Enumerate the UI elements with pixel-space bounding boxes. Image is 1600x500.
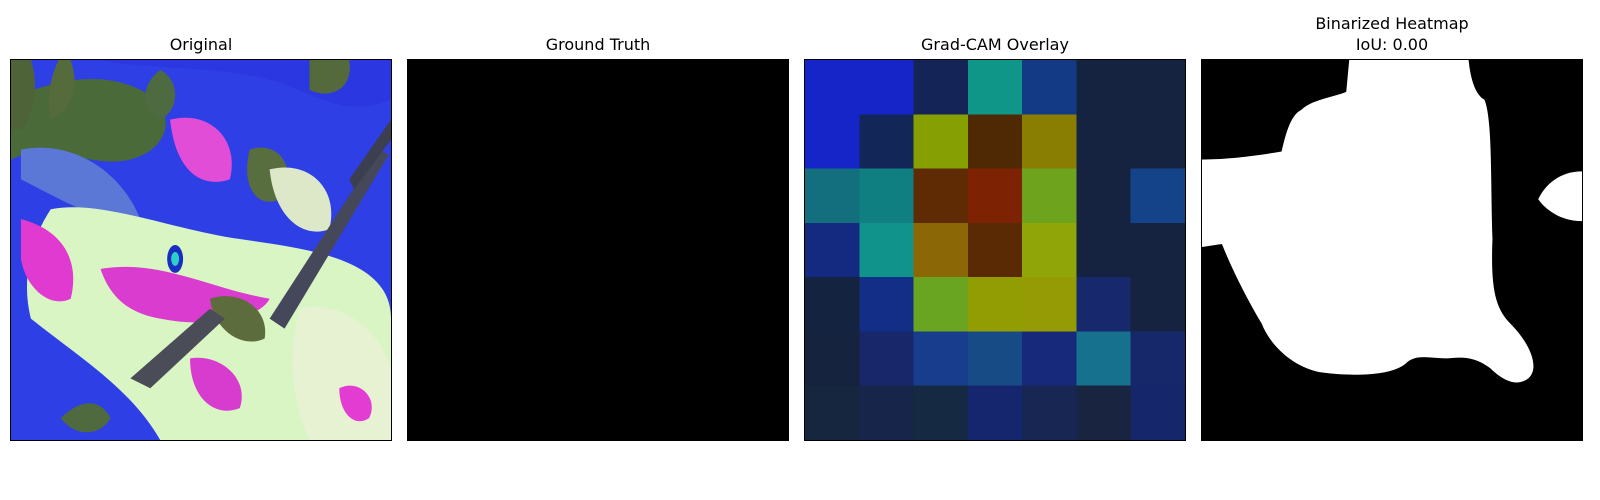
gradcam-cell	[1022, 222, 1077, 278]
gradcam-cell	[1130, 60, 1185, 115]
gradcam-cell	[913, 60, 969, 115]
gradcam-cell	[859, 277, 915, 332]
gradcam-cell	[805, 222, 860, 278]
panel-title: Original	[169, 35, 233, 54]
gradcam-cell	[1022, 385, 1077, 440]
panel-title: Grad-CAM Overlay	[921, 35, 1069, 54]
gradcam-cell	[967, 60, 1023, 115]
panel-ground-truth: Ground Truth	[407, 0, 789, 500]
gradcam-overlay-image	[804, 59, 1186, 441]
gradcam-cell	[859, 222, 915, 278]
gradcam-cell	[1076, 385, 1132, 440]
gradcam-cell	[913, 114, 969, 170]
gradcam-cell	[1130, 385, 1185, 440]
panel-original: Original	[10, 0, 392, 500]
original-image	[10, 59, 392, 441]
gradcam-cell	[1076, 222, 1132, 278]
gradcam-cell	[1022, 277, 1077, 332]
gradcam-cell	[859, 385, 915, 440]
gradcam-cell	[1022, 168, 1077, 224]
gradcam-cell	[1130, 222, 1185, 278]
gradcam-cell	[1130, 331, 1185, 387]
gradcam-cell	[859, 60, 915, 115]
panel-binarized-heatmap: Binarized Heatmap IoU: 0.00	[1201, 0, 1583, 500]
panel-title: Ground Truth	[545, 35, 651, 54]
gradcam-cell	[805, 277, 860, 332]
gradcam-cell	[805, 385, 860, 440]
gradcam-cell	[1022, 60, 1077, 115]
gradcam-cell	[1076, 114, 1132, 170]
gradcam-cell	[913, 222, 969, 278]
gradcam-cell	[805, 168, 860, 224]
gradcam-cell	[967, 168, 1023, 224]
gradcam-cell	[967, 331, 1023, 387]
gradcam-cell	[1022, 114, 1077, 170]
gradcam-cell	[805, 331, 860, 387]
gradcam-cell	[805, 114, 860, 170]
gradcam-cell	[1130, 168, 1185, 224]
gradcam-cell	[805, 60, 860, 115]
gradcam-cell	[913, 385, 969, 440]
gradcam-cell	[967, 385, 1023, 440]
iou-label: IoU: 0.00	[1355, 35, 1429, 54]
gradcam-cell	[913, 277, 969, 332]
gradcam-cell	[1130, 114, 1185, 170]
gradcam-cell	[967, 114, 1023, 170]
gradcam-cell	[859, 114, 915, 170]
gradcam-cell	[913, 331, 969, 387]
panel-gradcam-overlay: Grad-CAM Overlay	[804, 0, 1186, 500]
gradcam-cell	[1076, 168, 1132, 224]
gradcam-cell	[967, 277, 1023, 332]
gradcam-cell	[1022, 331, 1077, 387]
gradcam-cell	[1076, 277, 1132, 332]
gradcam-cell	[1076, 60, 1132, 115]
ground-truth-mask	[407, 59, 789, 441]
gradcam-cell	[859, 331, 915, 387]
binarized-heatmap-image	[1201, 59, 1583, 441]
panel-title: Binarized Heatmap	[1315, 14, 1469, 33]
gradcam-cell	[1130, 277, 1185, 332]
gradcam-cell	[859, 168, 915, 224]
gradcam-cell	[1076, 331, 1132, 387]
gradcam-cell	[967, 222, 1023, 278]
gradcam-cell	[913, 168, 969, 224]
